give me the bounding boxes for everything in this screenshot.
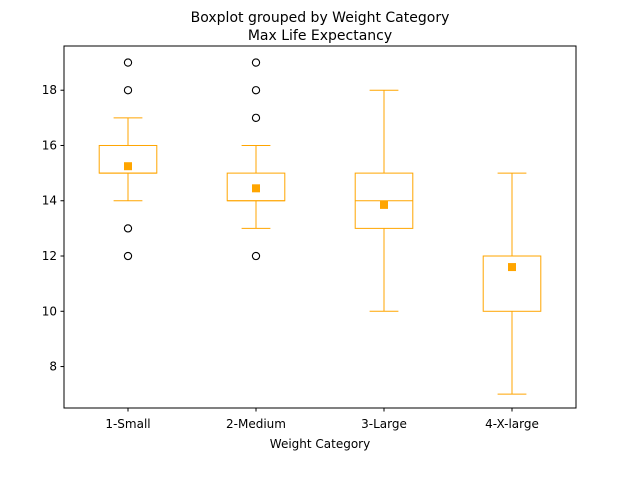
chart-title: Boxplot grouped by Weight Category [191, 10, 450, 26]
outlier-point [123, 86, 133, 95]
x-tick-label: 3-Large [361, 417, 407, 431]
y-tick-label: 12 [42, 249, 57, 263]
mean-marker [124, 162, 132, 171]
x-axis-label: Weight Category [270, 437, 370, 451]
x-tick-label: 2-Medium [226, 417, 286, 431]
outlier-point [251, 113, 261, 122]
plot-frame [63, 45, 577, 409]
y-tick-label: 14 [42, 194, 57, 208]
mean-marker [508, 263, 516, 272]
plot-area: 8 10 12 14 16 18 1-Small 2-Medium 3-Large 4-X-lar… [42, 45, 577, 431]
mean-marker [252, 184, 260, 193]
outlier-point [123, 58, 133, 67]
y-tick-label: 8 [49, 360, 57, 374]
mean-marker [380, 200, 388, 209]
y-tick-label: 16 [42, 138, 57, 152]
outlier-point [123, 224, 133, 233]
outlier-point [123, 251, 133, 261]
x-tick-label: 1-Small [105, 417, 150, 431]
outlier-point [251, 58, 261, 67]
y-tick-label: 10 [42, 304, 57, 318]
y-tick-label: 18 [42, 83, 57, 97]
x-tick-label: 4-X-large [485, 417, 539, 431]
outlier-point [251, 251, 261, 261]
outlier-point [251, 86, 261, 95]
chart-subtitle: Max Life Expectancy [248, 28, 392, 44]
